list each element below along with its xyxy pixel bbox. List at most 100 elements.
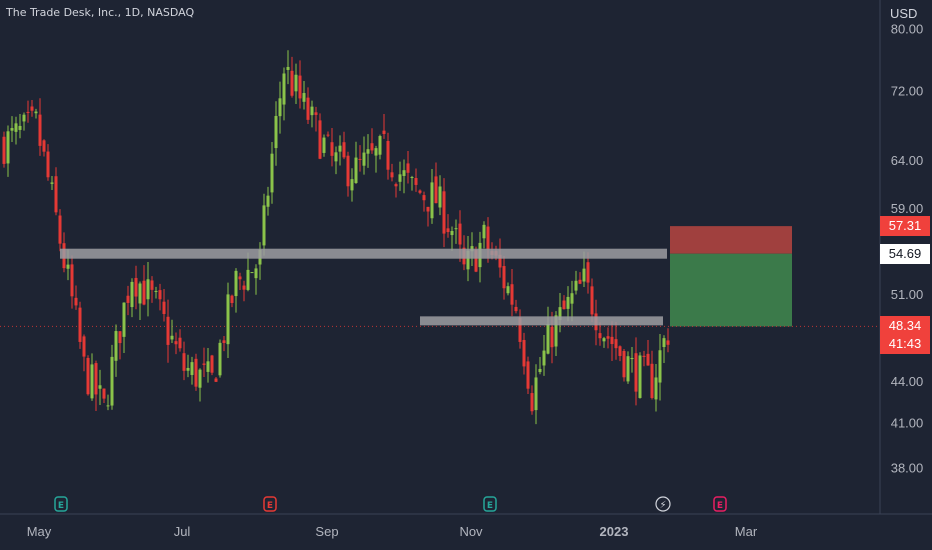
candle-body[interactable] [254, 268, 258, 279]
candle-body[interactable] [342, 142, 346, 158]
candle-body[interactable] [498, 254, 502, 268]
candle-body[interactable] [150, 280, 154, 290]
candle-body[interactable] [46, 151, 50, 178]
candle-body[interactable] [290, 70, 294, 96]
candle-body[interactable] [398, 174, 402, 182]
candle-body[interactable] [482, 224, 486, 239]
candle-body[interactable] [166, 316, 170, 345]
candle-body[interactable] [418, 190, 422, 193]
candle-body[interactable] [502, 266, 506, 289]
candle-body[interactable] [106, 405, 110, 407]
candle-body[interactable] [326, 134, 330, 136]
candle-body[interactable] [302, 93, 306, 102]
candle-body[interactable] [218, 342, 222, 376]
stop-zone[interactable] [670, 253, 792, 327]
candle-body[interactable] [386, 140, 390, 170]
candle-body[interactable] [526, 361, 530, 389]
candle-body[interactable] [362, 152, 366, 166]
candle-body[interactable] [202, 363, 206, 365]
candle-body[interactable] [286, 66, 290, 70]
candle-body[interactable] [422, 195, 426, 201]
candle-body[interactable] [486, 226, 490, 250]
candle-body[interactable] [230, 295, 234, 303]
candle-body[interactable] [278, 98, 282, 117]
candle-body[interactable] [402, 170, 406, 176]
candle-body[interactable] [510, 284, 514, 305]
candle-body[interactable] [350, 179, 354, 191]
candle-body[interactable] [330, 142, 334, 156]
candle-body[interactable] [190, 362, 194, 375]
candle-body[interactable] [474, 250, 478, 272]
candle-body[interactable] [50, 182, 54, 184]
candle-body[interactable] [34, 111, 38, 114]
earnings-marker-icon[interactable] [54, 496, 68, 512]
candle-body[interactable] [94, 363, 98, 395]
candle-body[interactable] [174, 341, 178, 345]
candle-body[interactable] [66, 264, 70, 269]
candle-body[interactable] [366, 149, 370, 154]
candle-body[interactable] [658, 350, 662, 383]
candle-body[interactable] [158, 290, 162, 300]
candle-body[interactable] [586, 262, 590, 283]
candle-body[interactable] [578, 279, 582, 284]
candle-body[interactable] [506, 286, 510, 294]
candle-body[interactable] [610, 336, 614, 345]
currency-label[interactable]: USD [890, 6, 918, 21]
candle-body[interactable] [234, 270, 238, 297]
earnings-marker-icon[interactable] [263, 496, 277, 512]
candle-body[interactable] [614, 339, 618, 349]
candle-body[interactable] [602, 338, 606, 342]
candle-body[interactable] [38, 114, 42, 146]
candle-body[interactable] [406, 163, 410, 173]
candle-body[interactable] [414, 178, 418, 185]
candle-body[interactable] [618, 346, 622, 356]
candle-body[interactable] [542, 350, 546, 366]
candle-body[interactable] [382, 130, 386, 135]
candle-body[interactable] [654, 377, 658, 400]
candle-body[interactable] [2, 136, 6, 164]
earnings-marker-icon[interactable] [713, 496, 727, 512]
candle-body[interactable] [334, 152, 338, 162]
target-zone[interactable] [670, 226, 792, 254]
candle-body[interactable] [186, 367, 190, 371]
candle-body[interactable] [194, 358, 198, 387]
candle-body[interactable] [566, 296, 570, 309]
candle-body[interactable] [298, 75, 302, 99]
candle-body[interactable] [434, 176, 438, 204]
candle-body[interactable] [518, 317, 522, 342]
candle-body[interactable] [630, 357, 634, 360]
candle-body[interactable] [426, 206, 430, 212]
candle-body[interactable] [442, 191, 446, 234]
candle-body[interactable] [266, 195, 270, 207]
candle-body[interactable] [118, 331, 122, 344]
candle-body[interactable] [550, 326, 554, 348]
candle-body[interactable] [214, 378, 218, 382]
candle-body[interactable] [310, 106, 314, 116]
candle-body[interactable] [138, 283, 142, 304]
candle-body[interactable] [470, 246, 474, 252]
candle-body[interactable] [210, 355, 214, 373]
candle-body[interactable] [606, 336, 610, 339]
candle-body[interactable] [466, 250, 470, 270]
candle-body[interactable] [26, 111, 30, 113]
support-zone[interactable] [420, 316, 663, 326]
candle-body[interactable] [626, 356, 630, 382]
candle-body[interactable] [538, 368, 542, 373]
candle-body[interactable] [282, 73, 286, 105]
candle-body[interactable] [70, 264, 74, 297]
candle-body[interactable] [450, 231, 454, 236]
candle-body[interactable] [582, 268, 586, 282]
candle-body[interactable] [102, 388, 106, 399]
dividend-marker-icon[interactable] [655, 496, 671, 512]
candle-body[interactable] [146, 279, 150, 300]
candle-body[interactable] [10, 128, 14, 131]
candle-body[interactable] [86, 357, 90, 395]
candle-body[interactable] [198, 369, 202, 388]
candle-body[interactable] [130, 281, 134, 308]
candle-body[interactable] [178, 337, 182, 349]
candle-body[interactable] [446, 228, 450, 233]
candle-body[interactable] [370, 143, 374, 151]
resistance-zone[interactable] [60, 248, 667, 259]
candle-body[interactable] [274, 115, 278, 149]
